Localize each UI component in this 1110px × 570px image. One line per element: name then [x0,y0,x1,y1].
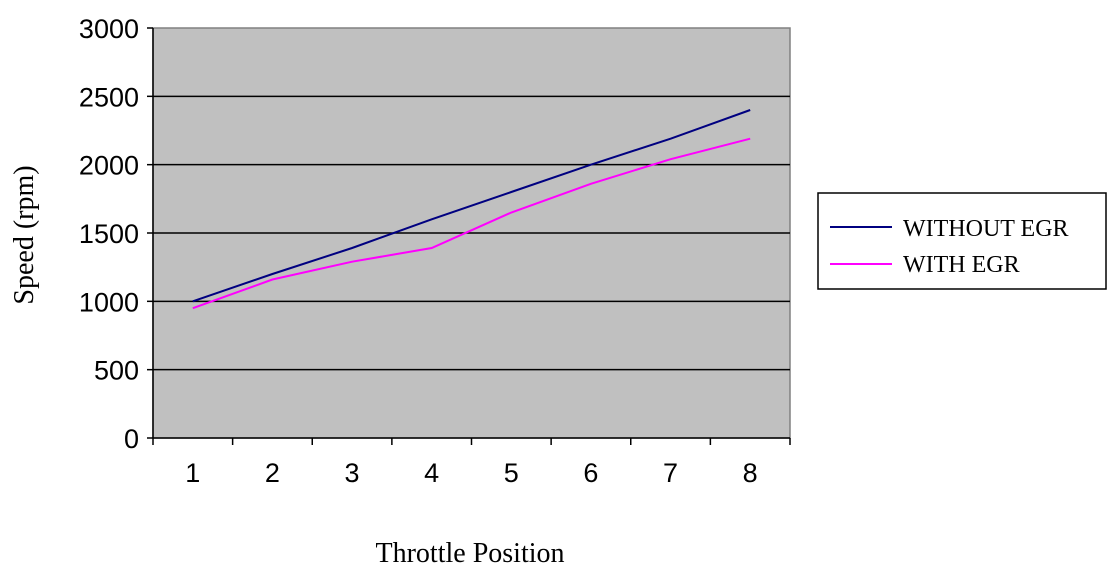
y-tick-label: 0 [124,424,139,454]
x-tick-label: 5 [504,458,519,488]
y-tick-label: 2500 [79,82,139,112]
y-tick-label: 2000 [79,151,139,181]
gridlines [153,95,790,371]
x-tick-label: 1 [185,458,200,488]
legend-box [817,192,1107,290]
x-tick-label: 4 [424,458,439,488]
legend-label-with-egr: WITH EGR [903,252,1020,278]
x-tick-label: 2 [265,458,280,488]
y-tick-label: 1000 [79,287,139,317]
legend: WITHOUT EGR WITH EGR [817,192,1107,290]
x-tick-label: 6 [583,458,598,488]
y-axis-title: Speed (rpm) [9,165,40,304]
y-tick-label: 3000 [79,14,139,44]
x-axis-tick-labels: 1 2 3 4 5 6 7 8 [185,458,757,488]
series-line-with-egr [192,137,751,310]
series-lines [192,109,751,310]
legend-label-without-egr: WITHOUT EGR [903,216,1069,242]
x-tick-label: 7 [663,458,678,488]
y-axis-tick-labels: 0 500 1000 1500 2000 2500 3000 [79,14,139,454]
x-tick-label: 3 [345,458,360,488]
x-axis-title: Throttle Position [376,538,565,569]
series-line-without-egr [192,109,751,303]
y-tick-label: 1500 [79,219,139,249]
axes [147,27,791,445]
x-tick-label: 8 [743,458,758,488]
y-tick-label: 500 [94,356,139,386]
